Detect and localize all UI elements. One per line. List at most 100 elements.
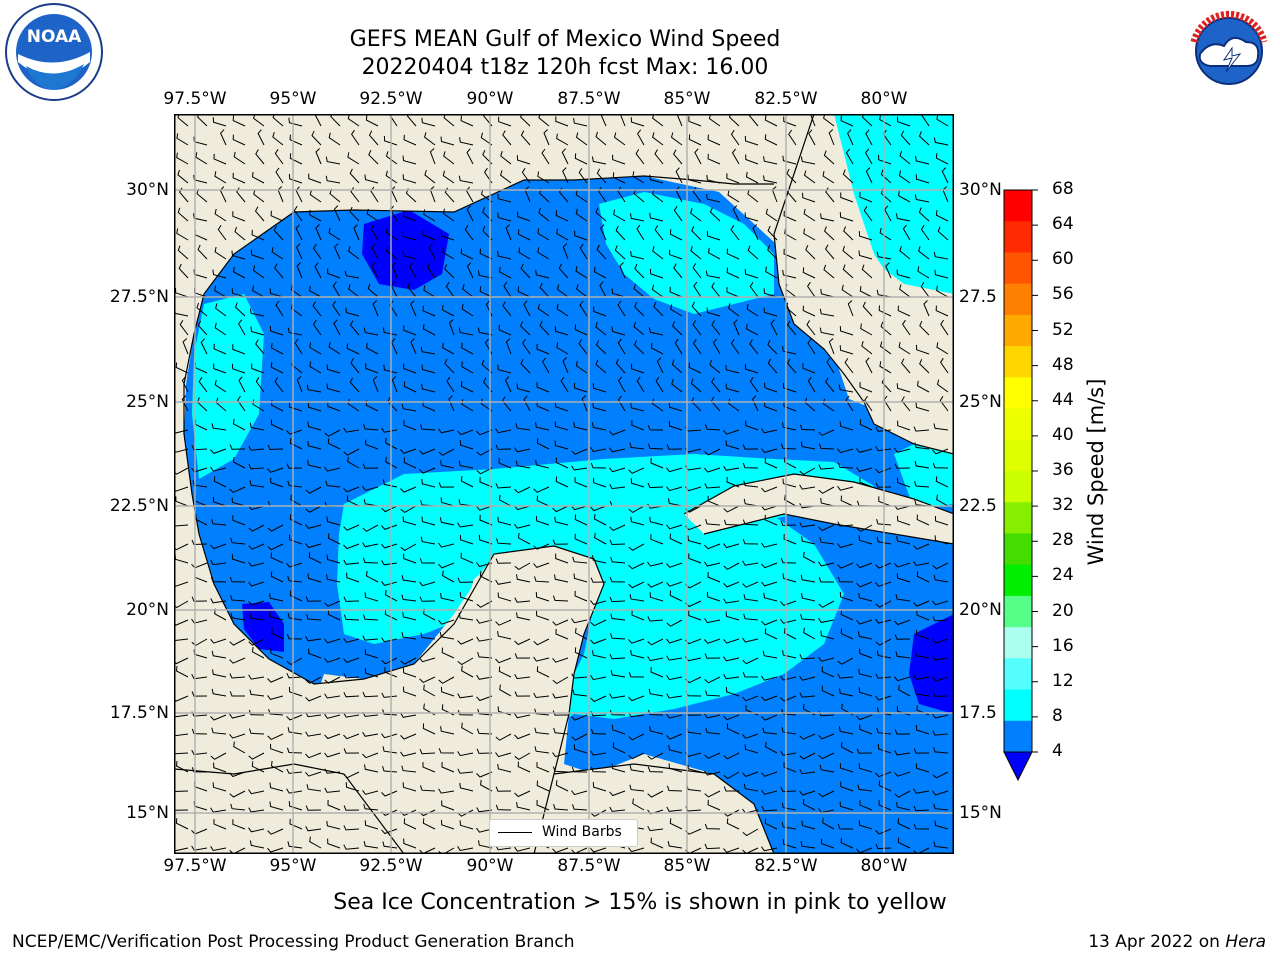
wind-barb <box>670 304 683 317</box>
wind-barb <box>578 339 588 355</box>
wind-barb <box>461 303 474 317</box>
wind-barb <box>289 514 303 526</box>
wind-barb <box>634 340 645 355</box>
wind-barb <box>712 338 721 355</box>
wind-barb <box>249 308 265 317</box>
wind-barb <box>856 467 873 472</box>
wind-barb <box>669 590 683 602</box>
wind-barb <box>916 610 930 621</box>
wind-barb <box>192 480 208 488</box>
wind-barb <box>248 600 265 606</box>
footer-credit: NCEP/EMC/Verification Post Processing Pr… <box>12 932 575 952</box>
wind-barb <box>647 790 664 798</box>
wind-barb <box>420 632 436 640</box>
wind-barb <box>723 674 740 680</box>
colorbar <box>1003 189 1038 782</box>
wind-barb <box>819 764 835 773</box>
wind-barb <box>781 802 797 811</box>
wind-barb <box>538 207 550 222</box>
wind-barb <box>742 695 759 702</box>
wind-barb <box>818 429 835 436</box>
wind-barb <box>648 688 664 697</box>
wind-barb <box>803 627 816 640</box>
wind-barb <box>237 319 246 336</box>
wind-barb <box>805 244 816 260</box>
wind-barb <box>293 205 303 222</box>
wind-barb <box>400 543 417 552</box>
wind-barb <box>536 799 550 811</box>
wind-barb <box>290 284 303 298</box>
wind-barb <box>440 593 455 602</box>
wind-barb <box>381 524 398 530</box>
wind-barb <box>402 231 417 241</box>
wind-barb <box>918 131 930 146</box>
wind-barb <box>847 300 854 317</box>
wind-barb <box>899 150 911 165</box>
wind-barb <box>536 381 550 393</box>
wind-barb <box>362 542 379 548</box>
wind-barb <box>704 653 721 659</box>
wind-barb <box>267 543 284 551</box>
wind-barb <box>476 728 493 735</box>
wind-barb <box>402 516 417 526</box>
wind-barb <box>174 543 189 551</box>
wind-barb <box>441 800 455 811</box>
wind-barb <box>628 638 645 644</box>
colorbar-tick-label: 44 <box>1052 389 1074 410</box>
wind-barb <box>761 505 778 511</box>
wind-barb <box>267 847 284 853</box>
wind-barb <box>917 380 930 393</box>
wind-barb <box>350 358 360 374</box>
wind-barb <box>466 262 474 279</box>
wind-barb <box>251 229 265 241</box>
colorbar-tick-label: 52 <box>1052 319 1074 340</box>
colorbar-segment <box>1004 564 1032 597</box>
wind-barb <box>799 790 816 796</box>
wind-barb <box>346 572 360 583</box>
wind-barb <box>232 418 246 431</box>
wind-barb <box>270 419 284 431</box>
wind-barb <box>554 516 569 526</box>
wind-barb <box>382 746 398 754</box>
wind-barb <box>666 675 683 681</box>
wind-barb <box>424 169 436 184</box>
wind-barb <box>229 444 246 450</box>
wind-barb <box>442 170 455 184</box>
wind-barb <box>875 467 892 474</box>
wind-barb <box>896 706 911 716</box>
wind-barb <box>349 320 360 336</box>
wind-barb <box>915 724 930 735</box>
wind-barb <box>898 190 911 203</box>
wind-barb <box>347 456 360 469</box>
wind-barb <box>211 688 227 697</box>
wind-barb <box>704 770 721 776</box>
wind-barb <box>932 600 949 606</box>
wind-barb <box>229 657 246 664</box>
wind-barb <box>708 247 721 260</box>
wind-barb <box>363 614 379 621</box>
wind-barb <box>934 269 949 279</box>
map-legend: Wind Barbs <box>489 819 638 847</box>
wind-barb <box>913 426 930 432</box>
wind-barb <box>730 129 740 146</box>
wind-barb <box>421 117 436 127</box>
lon-label-top: 82.5°W <box>754 89 818 109</box>
wind-barb <box>214 285 227 298</box>
wind-barb <box>480 189 493 203</box>
wind-barb <box>609 806 626 812</box>
wind-barb <box>514 562 531 571</box>
wind-barb <box>232 211 246 222</box>
wind-barb <box>609 653 626 660</box>
wind-barb <box>803 551 816 564</box>
wind-barb <box>690 245 702 260</box>
wind-barb <box>495 444 512 450</box>
colorbar-segment <box>1004 314 1032 347</box>
wind-barb <box>800 614 816 621</box>
wind-barb <box>610 669 626 678</box>
wind-barb <box>839 325 854 336</box>
wind-barb <box>652 246 664 260</box>
wind-barb <box>539 282 550 298</box>
wind-barb <box>343 638 360 643</box>
wind-barb <box>214 379 227 393</box>
wind-barb <box>878 154 892 165</box>
